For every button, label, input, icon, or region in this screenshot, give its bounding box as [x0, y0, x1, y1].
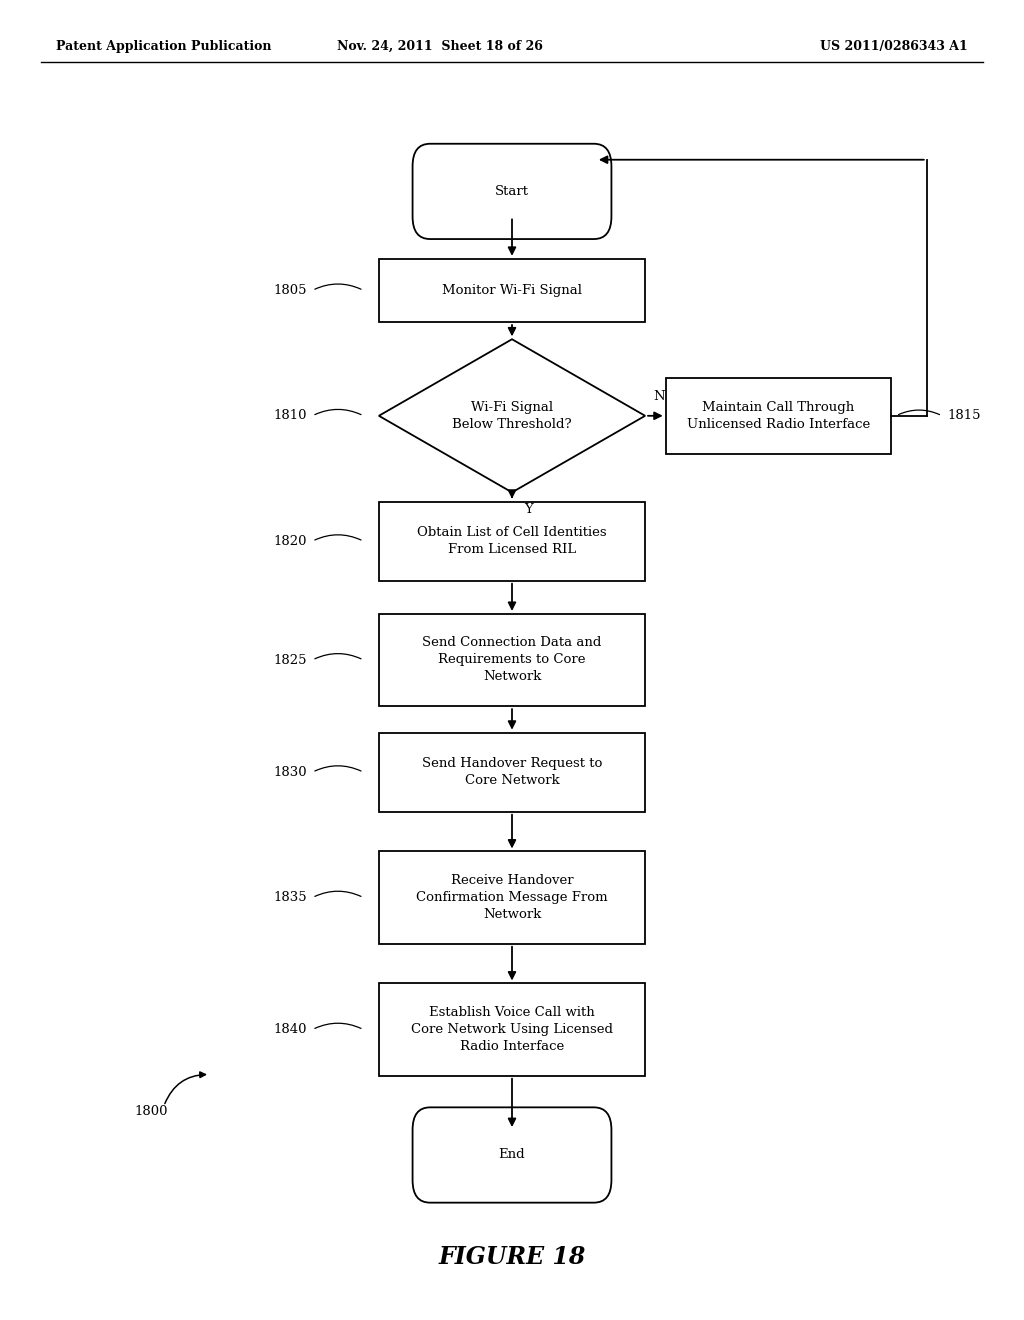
- Text: Receive Handover
Confirmation Message From
Network: Receive Handover Confirmation Message Fr…: [416, 874, 608, 921]
- Bar: [379, 851, 645, 944]
- Text: End: End: [499, 1148, 525, 1162]
- Text: US 2011/0286343 A1: US 2011/0286343 A1: [820, 40, 968, 53]
- Text: N: N: [653, 389, 665, 403]
- Text: 1810: 1810: [273, 409, 307, 422]
- Text: 1825: 1825: [273, 653, 307, 667]
- Bar: [379, 259, 645, 322]
- Text: Start: Start: [495, 185, 529, 198]
- Bar: [379, 983, 645, 1076]
- Bar: [379, 733, 645, 812]
- Text: Nov. 24, 2011  Sheet 18 of 26: Nov. 24, 2011 Sheet 18 of 26: [337, 40, 544, 53]
- FancyBboxPatch shape: [413, 1107, 611, 1203]
- Text: Wi-Fi Signal
Below Threshold?: Wi-Fi Signal Below Threshold?: [453, 401, 571, 430]
- Text: Y: Y: [524, 503, 534, 516]
- Bar: [379, 502, 645, 581]
- FancyBboxPatch shape: [413, 144, 611, 239]
- Text: 1840: 1840: [273, 1023, 307, 1036]
- Text: 1835: 1835: [273, 891, 307, 904]
- Text: Maintain Call Through
Unlicensed Radio Interface: Maintain Call Through Unlicensed Radio I…: [687, 401, 869, 430]
- Text: 1820: 1820: [273, 535, 307, 548]
- Text: 1805: 1805: [273, 284, 307, 297]
- Text: 1815: 1815: [947, 409, 981, 422]
- Text: 1800: 1800: [135, 1105, 168, 1118]
- Text: Send Handover Request to
Core Network: Send Handover Request to Core Network: [422, 758, 602, 787]
- Bar: [379, 614, 645, 706]
- Text: Monitor Wi-Fi Signal: Monitor Wi-Fi Signal: [442, 284, 582, 297]
- Text: Obtain List of Cell Identities
From Licensed RIL: Obtain List of Cell Identities From Lice…: [417, 527, 607, 556]
- Bar: [666, 378, 891, 454]
- Text: 1830: 1830: [273, 766, 307, 779]
- Text: FIGURE 18: FIGURE 18: [438, 1245, 586, 1269]
- Text: Patent Application Publication: Patent Application Publication: [56, 40, 271, 53]
- Text: Send Connection Data and
Requirements to Core
Network: Send Connection Data and Requirements to…: [422, 636, 602, 684]
- Polygon shape: [379, 339, 645, 492]
- Text: Establish Voice Call with
Core Network Using Licensed
Radio Interface: Establish Voice Call with Core Network U…: [411, 1006, 613, 1053]
